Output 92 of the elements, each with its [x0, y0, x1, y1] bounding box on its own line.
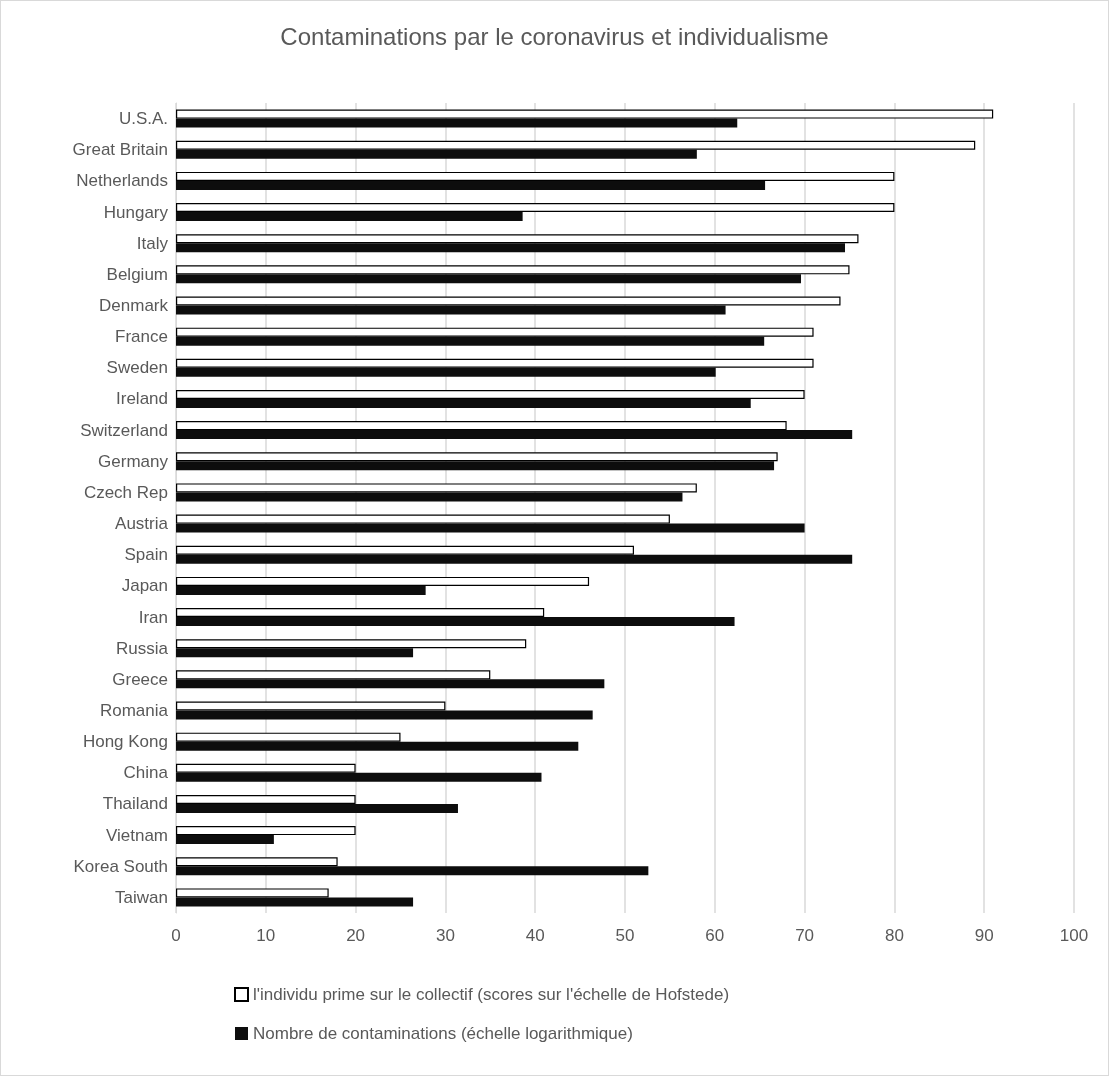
bar	[176, 296, 841, 306]
y-tick-label: Italy	[136, 233, 169, 253]
y-tick-label: Iran	[138, 607, 168, 627]
y-tick-label: Taiwan	[115, 887, 168, 907]
bar	[176, 140, 976, 150]
bar	[176, 710, 593, 720]
bar	[176, 826, 356, 836]
bar	[176, 741, 579, 751]
bar	[176, 608, 545, 618]
y-tick-label: Korea South	[73, 856, 168, 876]
bar	[176, 670, 491, 680]
bar	[176, 203, 895, 213]
x-tick-label: 10	[256, 926, 276, 945]
y-tick-label: Russia	[116, 638, 169, 658]
bar	[176, 336, 765, 346]
bar	[176, 648, 414, 658]
bar	[176, 897, 414, 907]
bar	[176, 679, 605, 689]
bar	[176, 389, 805, 399]
x-tick-label: 40	[525, 926, 545, 945]
y-tick-label: Germany	[98, 451, 169, 471]
y-tick-label: Great Britain	[72, 140, 168, 160]
bar	[176, 265, 850, 275]
bar	[176, 398, 751, 408]
bar	[176, 888, 329, 898]
bar	[176, 483, 697, 493]
bar	[176, 545, 634, 555]
x-tick-label: 20	[346, 926, 366, 945]
bar	[176, 857, 338, 867]
y-tick-label: Switzerland	[80, 420, 168, 440]
bar	[176, 212, 523, 222]
bar	[176, 763, 356, 773]
x-tick-label: 30	[435, 926, 455, 945]
bar	[176, 617, 735, 627]
y-tick-label: Hungary	[103, 202, 169, 222]
bar	[176, 180, 766, 190]
bar	[176, 772, 542, 782]
bar	[176, 171, 895, 181]
bar	[176, 274, 802, 284]
bar	[176, 492, 683, 502]
y-tick-label: France	[115, 327, 168, 347]
bar	[176, 794, 356, 804]
x-tick-label: 70	[795, 926, 815, 945]
bar	[176, 149, 697, 159]
y-tick-label: Austria	[115, 514, 169, 534]
bar	[176, 461, 775, 471]
bar	[176, 585, 426, 595]
bar	[176, 866, 649, 876]
legend-label: l'individu prime sur le collectif (scores sur l'échelle de Hofstede)	[253, 985, 730, 1004]
bar	[176, 452, 778, 462]
bar	[176, 554, 853, 564]
bar	[176, 305, 726, 315]
bar	[176, 430, 853, 440]
y-tick-label: Czech Rep	[83, 482, 168, 502]
x-tick-label: 50	[615, 926, 635, 945]
x-tick-label: 100	[1059, 926, 1089, 945]
y-tick-label: Netherlands	[76, 171, 168, 191]
bar	[176, 576, 590, 586]
bar	[176, 835, 274, 845]
bar	[176, 732, 401, 742]
bar	[176, 803, 458, 813]
bar	[176, 421, 787, 431]
x-tick-label: 90	[974, 926, 994, 945]
y-tick-label: Romania	[99, 701, 169, 720]
bar	[176, 243, 846, 253]
y-tick-label: Thailand	[102, 794, 168, 814]
bar	[176, 358, 814, 368]
bar	[176, 109, 994, 119]
bar	[176, 701, 446, 711]
bar	[176, 523, 805, 533]
x-tick-label: 0	[171, 926, 181, 945]
chart-title: Contaminations par le coronavirus et individualisme	[280, 22, 829, 50]
y-tick-label: Greece	[112, 669, 168, 689]
legend-label: Nombre de contaminations (échelle logarithmique)	[253, 1024, 633, 1043]
y-tick-label: Vietnam	[105, 825, 168, 845]
bar	[176, 514, 670, 524]
y-tick-label: Hong Kong	[82, 732, 168, 752]
y-tick-label: Spain	[124, 545, 168, 565]
bar	[176, 118, 738, 128]
bar	[176, 639, 527, 649]
bar	[176, 367, 716, 377]
bar	[176, 327, 814, 337]
y-tick-label: Japan	[121, 576, 168, 596]
y-tick-label: Sweden	[106, 358, 168, 378]
x-tick-label: 80	[884, 926, 904, 945]
y-tick-label: Belgium	[106, 264, 168, 284]
y-tick-label: Denmark	[99, 296, 169, 315]
y-tick-label: Ireland	[116, 389, 168, 409]
y-tick-label: U.S.A.	[118, 109, 168, 129]
y-tick-label: China	[123, 763, 169, 783]
x-tick-label: 60	[705, 926, 725, 945]
bar	[176, 234, 859, 244]
